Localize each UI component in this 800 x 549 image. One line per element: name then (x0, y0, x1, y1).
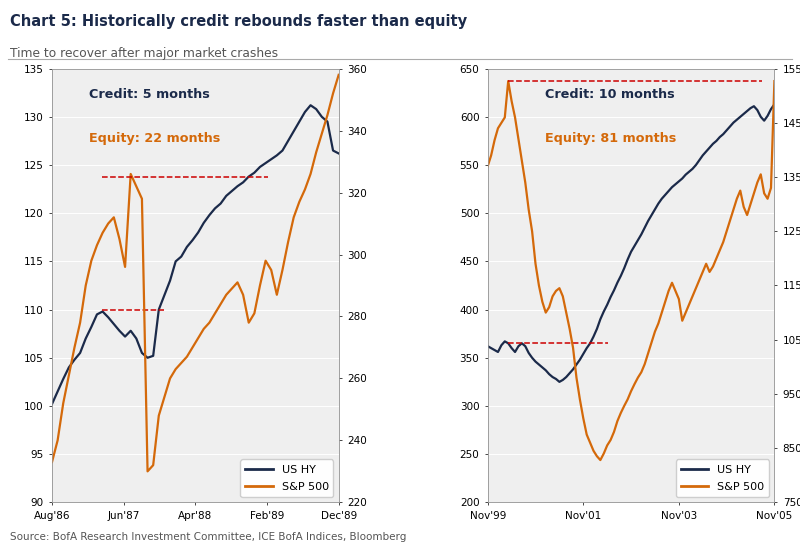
Text: Equity: 81 months: Equity: 81 months (545, 132, 676, 144)
Text: Credit: 5 months: Credit: 5 months (90, 88, 210, 101)
Text: Chart 5: Historically credit rebounds faster than equity: Chart 5: Historically credit rebounds fa… (10, 14, 466, 29)
Text: Credit: 10 months: Credit: 10 months (545, 88, 674, 101)
Legend: US HY, S&P 500: US HY, S&P 500 (676, 460, 769, 497)
Text: Source: BofA Research Investment Committee, ICE BofA Indices, Bloomberg: Source: BofA Research Investment Committ… (10, 533, 406, 542)
Text: Equity: 22 months: Equity: 22 months (90, 132, 221, 144)
Text: Time to recover after major market crashes: Time to recover after major market crash… (10, 47, 278, 60)
Legend: US HY, S&P 500: US HY, S&P 500 (241, 460, 333, 497)
